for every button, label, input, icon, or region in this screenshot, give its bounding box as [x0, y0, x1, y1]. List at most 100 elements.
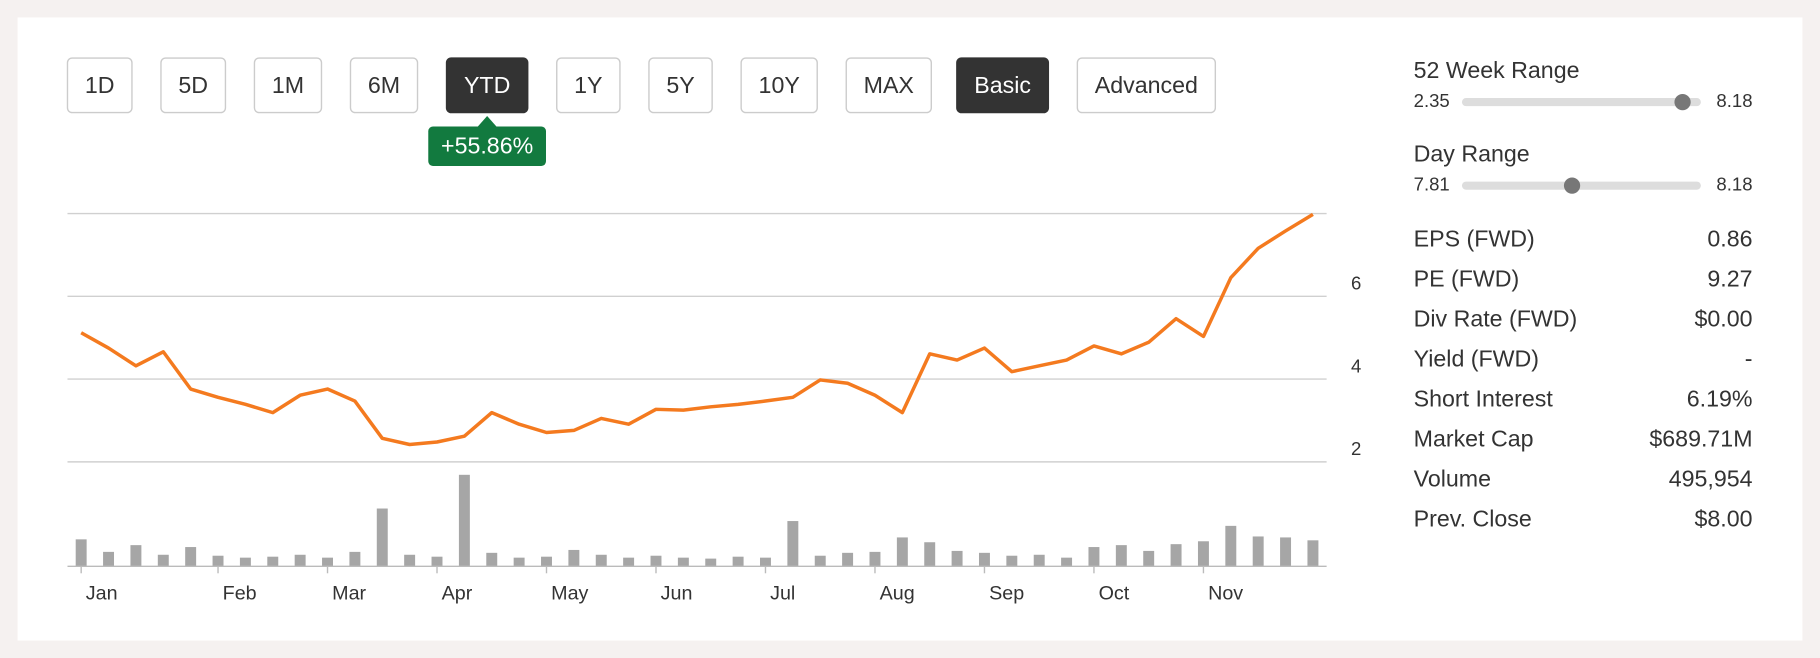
volume-bar — [294, 554, 306, 567]
card — [17, 17, 1803, 641]
volume-bar — [130, 545, 142, 567]
volume-bar — [1143, 550, 1155, 567]
range-label: Day Range — [1414, 141, 1530, 167]
range-low: 7.81 — [1414, 174, 1450, 195]
button-label[interactable]: 1Y — [574, 72, 602, 98]
volume-bar — [978, 552, 990, 567]
volume-bar — [568, 549, 580, 567]
volume-bar — [869, 551, 881, 567]
button-bg[interactable] — [160, 57, 227, 114]
volume-bar — [705, 558, 717, 567]
button-label[interactable]: 1M — [272, 72, 304, 98]
volume-bar — [267, 556, 279, 567]
y-tick-label: 6 — [1351, 273, 1361, 294]
volume-bar — [75, 539, 87, 567]
button-bg[interactable] — [556, 57, 621, 114]
price-line — [80, 212, 1314, 447]
volume-bar — [486, 552, 498, 567]
volume-bar — [458, 474, 470, 567]
volume-bar — [349, 551, 361, 567]
stat-value: - — [1745, 345, 1753, 371]
stat-label: Prev. Close — [1414, 506, 1532, 532]
stat-value: 495,954 — [1669, 466, 1753, 492]
volume-bar — [1170, 544, 1182, 567]
range-low: 2.35 — [1414, 90, 1450, 111]
x-tick-label: Apr — [442, 582, 473, 604]
stat-label: EPS (FWD) — [1414, 225, 1535, 251]
stat-label: Yield (FWD) — [1414, 345, 1539, 371]
button[interactable]: Advanced — [1076, 57, 1217, 114]
stat-value: $0.00 — [1694, 305, 1752, 331]
volume-bar — [951, 550, 963, 567]
volume-bar — [623, 557, 635, 567]
x-tick-label: Jun — [661, 582, 693, 604]
button-bg[interactable] — [66, 57, 133, 114]
button-bg[interactable] — [740, 57, 818, 114]
button[interactable]: YTD — [445, 57, 529, 114]
button[interactable]: 1D — [66, 57, 133, 114]
volume-bar — [842, 552, 854, 567]
x-tick-label: Sep — [989, 582, 1024, 604]
volume-bar — [787, 521, 799, 567]
volume-bar — [677, 557, 689, 567]
volume-bar — [1225, 525, 1237, 567]
button-bg[interactable] — [1076, 57, 1217, 114]
button-label[interactable]: Advanced — [1095, 72, 1198, 98]
volume-bar — [896, 537, 908, 567]
button-label[interactable]: MAX — [864, 72, 914, 98]
volume-bar — [376, 508, 388, 567]
x-tick-label: May — [551, 582, 588, 604]
volume-bar — [1006, 555, 1018, 567]
button-label[interactable]: Basic — [974, 72, 1031, 98]
stat-label: Market Cap — [1414, 426, 1534, 452]
volume-bar — [650, 555, 662, 567]
volume-bar — [1280, 537, 1292, 567]
button-bg[interactable] — [253, 57, 323, 114]
y-tick-label: 2 — [1351, 438, 1361, 459]
range-high: 8.18 — [1716, 90, 1752, 111]
x-tick-label: Jan — [86, 582, 118, 604]
button[interactable]: MAX — [845, 57, 933, 114]
button[interactable]: Basic — [956, 57, 1050, 114]
button-label[interactable]: YTD — [464, 72, 510, 98]
volume-bar — [732, 556, 744, 567]
button[interactable]: 10Y — [740, 57, 818, 114]
button[interactable]: 5D — [160, 57, 227, 114]
button-label[interactable]: 5Y — [666, 72, 694, 98]
button-label[interactable]: 1D — [85, 72, 115, 98]
volume-bar — [212, 555, 224, 567]
stat-label: PE (FWD) — [1414, 265, 1520, 291]
range-high: 8.18 — [1716, 174, 1752, 195]
button-bg[interactable] — [445, 57, 529, 114]
button-label[interactable]: 6M — [368, 72, 400, 98]
stat-label: Div Rate (FWD) — [1414, 305, 1578, 331]
button-label[interactable]: 10Y — [759, 72, 800, 98]
change-badge — [428, 126, 546, 166]
volume-bar — [760, 557, 771, 567]
button[interactable]: 5Y — [648, 57, 713, 114]
button-bg[interactable] — [956, 57, 1050, 114]
volume-bar — [513, 557, 525, 567]
button-bg[interactable] — [845, 57, 933, 114]
volume-bar — [814, 555, 826, 567]
x-tick-label: Aug — [880, 582, 915, 604]
volume-bar — [157, 554, 169, 567]
button[interactable]: 1M — [253, 57, 323, 114]
button[interactable]: 6M — [349, 57, 419, 114]
button-label[interactable]: 5D — [178, 72, 208, 98]
range-marker — [1563, 177, 1581, 194]
range-marker — [1674, 94, 1691, 111]
volume-bar — [1307, 540, 1319, 567]
button-bg[interactable] — [349, 57, 419, 114]
change-badge-text: +55.86% — [441, 133, 533, 159]
x-tick-label: Nov — [1208, 582, 1243, 604]
stat-value: $689.71M — [1649, 426, 1752, 452]
badge-pointer — [477, 116, 497, 127]
volume-bar — [1115, 545, 1127, 567]
stat-value: 9.27 — [1707, 265, 1752, 291]
x-tick-label: Feb — [223, 582, 257, 604]
volume-bar — [431, 556, 443, 567]
button-bg[interactable] — [648, 57, 713, 114]
button[interactable]: 1Y — [556, 57, 621, 114]
